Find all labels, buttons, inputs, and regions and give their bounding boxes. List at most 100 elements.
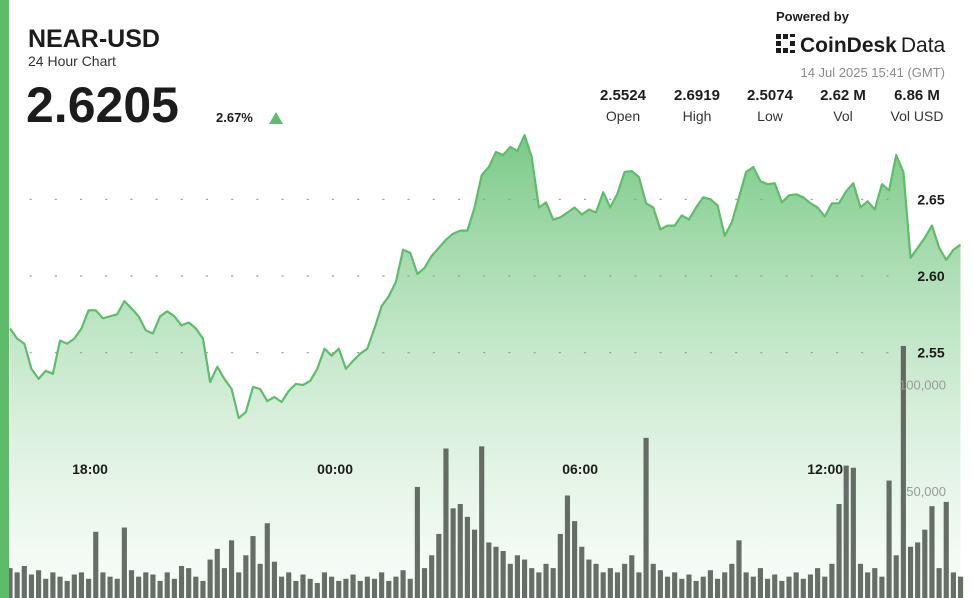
- volume-bar: [607, 568, 613, 598]
- volume-bar: [221, 568, 227, 598]
- x-tick-label: 18:00: [72, 461, 108, 477]
- volume-bar: [786, 576, 792, 598]
- volume-bar: [293, 580, 299, 598]
- change: 2.67%: [216, 110, 253, 125]
- volume-bar: [743, 572, 749, 598]
- volume-bar: [114, 578, 120, 598]
- volume-bar: [522, 559, 528, 598]
- volume-bar: [636, 572, 642, 598]
- volume-bar: [171, 578, 177, 598]
- volume-bar: [64, 580, 70, 598]
- volume-bar: [957, 576, 964, 598]
- volume-bar: [429, 555, 435, 598]
- brand-suffix: Data: [901, 34, 946, 57]
- volume-bar: [343, 578, 349, 598]
- volume-bar: [271, 561, 278, 598]
- volume-bar: [929, 506, 935, 598]
- volume-bar: [21, 565, 27, 598]
- x-tick-label: 12:00: [807, 461, 843, 477]
- volume-bar: [915, 542, 921, 598]
- volume-bar: [78, 572, 85, 598]
- stat-value: 2.5524: [600, 87, 647, 104]
- stats: 2.5524 Open 2.6919 High 2.5074 Low 2.62 M Vol 6.…: [600, 87, 943, 124]
- symbol: NEAR-USD: [28, 25, 160, 53]
- volume-bar: [178, 565, 185, 598]
- volume-bar: [329, 576, 335, 598]
- price: 2.6205: [26, 77, 179, 133]
- volume-bar: [143, 572, 149, 598]
- volume-bar: [50, 572, 56, 598]
- volume-bar: [622, 563, 628, 598]
- volume-bar: [829, 563, 835, 598]
- volume-bar: [543, 563, 549, 598]
- volume-bar: [479, 446, 485, 598]
- volume-bar: [879, 576, 885, 598]
- volume-bar: [850, 467, 856, 598]
- volume-bar: [314, 583, 320, 598]
- y-tick-label: 2.65: [917, 191, 944, 207]
- volume-bar: [164, 572, 170, 598]
- volume-bar: [529, 568, 535, 598]
- volume-bar: [664, 576, 671, 598]
- volume-bar: [136, 576, 142, 598]
- volume-bar: [765, 578, 771, 598]
- volume-bar: [557, 533, 563, 598]
- volume-bar: [857, 563, 864, 598]
- price-line: [9, 134, 962, 420]
- volume-bar: [750, 576, 756, 598]
- volume-bar: [400, 570, 406, 598]
- volume-bar: [200, 580, 206, 598]
- volume-bar: [493, 546, 499, 598]
- volume-bar: [614, 572, 621, 598]
- up-arrow: [269, 112, 283, 124]
- volume-bar: [593, 563, 599, 598]
- volume-bar: [236, 572, 242, 598]
- plot-area: 2.55 2.60 2.65 50,000 100,000 18:00 00:00 06:00…: [7, 134, 964, 598]
- volume-bar: [414, 486, 420, 598]
- volume-bar: [157, 580, 163, 598]
- volume-bar: [657, 570, 663, 598]
- volume-bar: [186, 568, 192, 598]
- price-area: [10, 135, 961, 598]
- y-tick-label: 2.55: [917, 345, 944, 361]
- volume-bar: [36, 570, 42, 598]
- volume-bar: [250, 536, 256, 598]
- volume-bar: [886, 480, 892, 598]
- volume-bar: [736, 540, 742, 598]
- volume-bar: [150, 574, 156, 598]
- volume-bar: [500, 551, 506, 598]
- brand: CoinDesk Data: [800, 34, 946, 57]
- volume-bar: [600, 572, 606, 598]
- volume-bar: [772, 574, 778, 598]
- volume-bar: [800, 578, 806, 598]
- volume-bar: [586, 559, 592, 598]
- volume-bar: [650, 563, 656, 598]
- volume-bar: [729, 563, 735, 598]
- volume-bar: [722, 572, 728, 598]
- volume-bar: [286, 572, 292, 598]
- volume-bar: [700, 576, 706, 598]
- volume-bar: [421, 568, 428, 598]
- volume-bar: [28, 574, 35, 598]
- volume-bar: [43, 578, 49, 598]
- volume-bar: [471, 529, 478, 598]
- volume-bar: [714, 578, 721, 598]
- volume-bar: [564, 495, 571, 598]
- volume-bar: [943, 501, 949, 598]
- volume-bar: [457, 504, 463, 598]
- volume-bar: [7, 568, 13, 598]
- volume-bar: [686, 574, 692, 598]
- volume-bar: [300, 574, 306, 598]
- volume-bar: [443, 448, 449, 598]
- volume-bar: [872, 568, 878, 598]
- volume-bar: [279, 576, 285, 598]
- volume-bar: [936, 568, 942, 598]
- volume-bar: [907, 546, 914, 598]
- volume-bar: [514, 555, 521, 598]
- volume-bar: [350, 574, 356, 598]
- volume-bar: [357, 580, 363, 598]
- accent-bar: [0, 0, 9, 598]
- volume-bar: [407, 578, 413, 598]
- y2-tick-label: 100,000: [899, 377, 946, 392]
